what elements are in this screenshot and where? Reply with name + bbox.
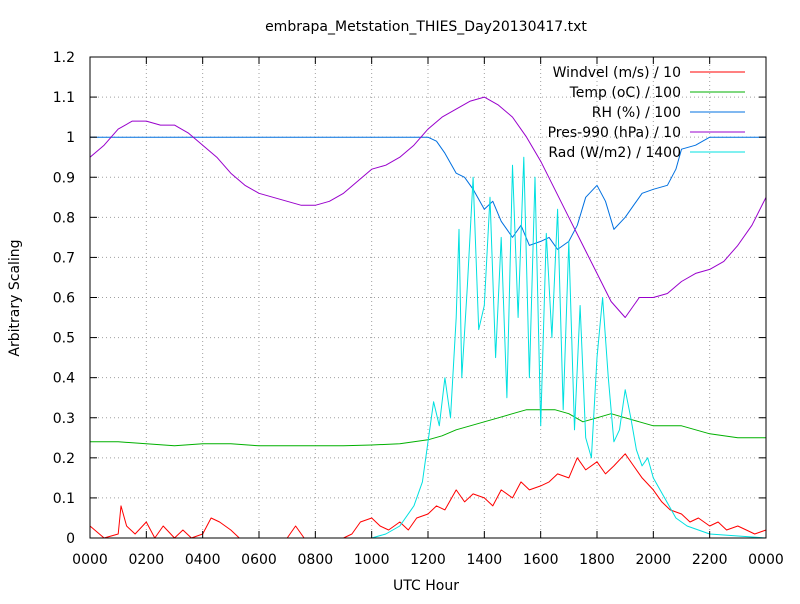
legend-label: RH (%) / 100 — [592, 105, 681, 121]
legend-label: Temp (oC) / 100 — [569, 85, 681, 101]
x-tick-label: 0800 — [298, 552, 334, 568]
tick-layer: 0000 0200 0400 0600 0800 1000 1200 1400 1600 1800… — [53, 50, 784, 568]
x-tick-label: 0200 — [129, 552, 165, 568]
chart-title: embrapa_Metstation_THIES_Day20130417.txt — [265, 19, 587, 35]
y-tick-label: 0.3 — [53, 411, 75, 427]
y-tick-label: 0.4 — [53, 371, 75, 387]
y-tick-label: 0.5 — [53, 331, 75, 347]
series-line-1 — [90, 409, 766, 447]
legend-label: Pres-990 (hPa) / 10 — [548, 125, 681, 141]
y-tick-label: 1.2 — [53, 50, 75, 66]
y-tick-label: 0.9 — [53, 170, 75, 186]
legend-label: Rad (W/m2) / 1400 — [548, 145, 681, 161]
y-axis-label: Arbitrary Scaling — [7, 239, 23, 356]
x-tick-label: 1000 — [354, 552, 390, 568]
y-tick-label: 0.6 — [53, 291, 75, 307]
y-tick-label: 1.1 — [53, 90, 75, 106]
y-tick-label: 0.8 — [53, 210, 75, 226]
x-tick-label: 0000 — [72, 552, 108, 568]
x-axis-label: UTC Hour — [393, 578, 459, 594]
x-tick-label: 1600 — [523, 552, 559, 568]
legend-label: Windvel (m/s) / 10 — [553, 65, 681, 81]
x-tick-label: 0600 — [241, 552, 277, 568]
x-tick-label: 2000 — [636, 552, 672, 568]
series-line-3 — [89, 96, 767, 318]
x-tick-label: 1200 — [410, 552, 446, 568]
series-line-0 — [89, 453, 767, 539]
x-tick-label: 2200 — [692, 552, 728, 568]
y-tick-label: 0.7 — [53, 250, 75, 266]
series-line-4 — [90, 156, 767, 539]
x-tick-label: 0000 — [748, 552, 784, 568]
series-line-2 — [90, 136, 766, 250]
y-tick-label: 0.2 — [53, 451, 75, 467]
y-tick-label: 0.1 — [53, 491, 75, 507]
series-layer — [89, 96, 767, 539]
x-tick-label: 0400 — [185, 552, 221, 568]
y-tick-label: 0 — [66, 531, 75, 547]
y-tick-label: 1 — [66, 130, 75, 146]
x-tick-label: 1400 — [467, 552, 503, 568]
x-tick-label: 1800 — [579, 552, 615, 568]
legend: Windvel (m/s) / 10 Temp (oC) / 100 RH (%) … — [548, 65, 745, 161]
